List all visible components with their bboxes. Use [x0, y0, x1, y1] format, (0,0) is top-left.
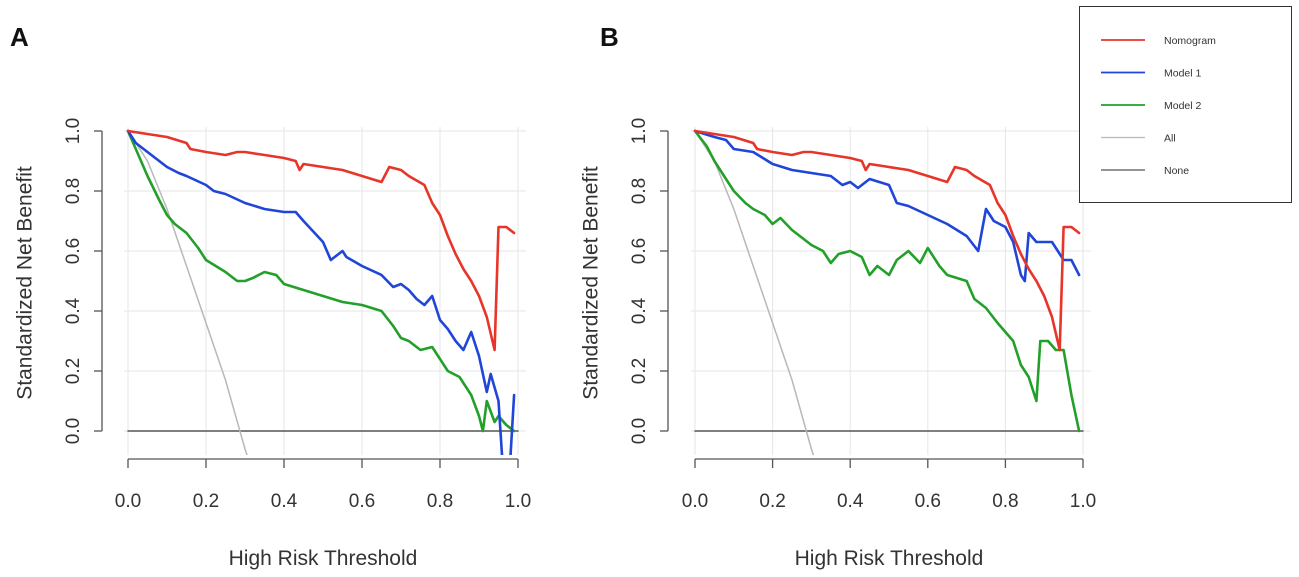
y-axis-title: Standardized Net Benefit — [14, 166, 37, 400]
legend-label-model-2: Model 2 — [1164, 100, 1202, 112]
x-axis-title: High Risk Threshold — [795, 547, 984, 570]
y-tick-label: 0.2 — [629, 358, 650, 384]
y-tick-label: 0.6 — [629, 238, 650, 264]
series-line-all — [127, 130, 248, 455]
panel-b: B 0.0 0.2 0.4 0.6 0.8 1.0 0.0 0.2 0.4 0.6 0.8 1.0 Hig… — [580, 22, 1097, 570]
x-tick-label: 0.8 — [992, 491, 1018, 512]
y-tick-label: 0.2 — [63, 358, 84, 384]
y-tick-label: 0.0 — [629, 418, 650, 444]
x-tick-label: 0.0 — [115, 491, 141, 512]
x-tick-label: 0.4 — [837, 491, 864, 512]
x-tick-label: 0.8 — [427, 491, 453, 512]
series-group — [693, 129, 1084, 455]
x-tick-label: 0.2 — [759, 491, 785, 512]
x-tick-label: 0.6 — [915, 491, 941, 512]
x-tick-label: 0.4 — [271, 491, 298, 512]
y-tick-label: 0.8 — [63, 178, 84, 204]
series-group — [126, 129, 519, 455]
legend-label-nomogram: Nomogram — [1164, 35, 1216, 47]
y-tick-label: 0.4 — [629, 297, 650, 324]
y-tick-label: 0.6 — [63, 238, 84, 264]
legend-label-model-1: Model 1 — [1164, 68, 1202, 80]
x-tick-label: 0.6 — [349, 491, 375, 512]
x-tick-label: 0.0 — [682, 491, 708, 512]
series-line-model-1 — [126, 129, 516, 455]
series-line-model-2 — [126, 129, 516, 433]
legend: Nomogram Model 1 Model 2 All None — [1079, 6, 1292, 203]
y-tick-label: 0.0 — [63, 418, 84, 444]
x-tick-label: 1.0 — [1070, 491, 1096, 512]
legend-label-all: All — [1164, 133, 1176, 145]
series-line-model-2 — [693, 129, 1081, 433]
panel-letter: B — [600, 22, 619, 52]
panel-letter: A — [10, 22, 29, 52]
x-tick-label: 0.2 — [193, 491, 219, 512]
y-tick-label: 1.0 — [629, 118, 650, 144]
series-line-model-1 — [693, 129, 1081, 283]
y-tick-label: 0.8 — [629, 178, 650, 204]
panel-a: A 0.0 0.2 0.4 0.6 0.8 1.0 0.0 0.2 0.4 0.6 0.8 1.0 Hig… — [10, 22, 531, 570]
x-axis-title: High Risk Threshold — [229, 547, 418, 570]
y-tick-label: 0.4 — [63, 297, 84, 324]
series-line-nomogram — [693, 129, 1081, 352]
x-tick-label: 1.0 — [505, 491, 531, 512]
series-line-all — [694, 130, 815, 455]
series-line-nomogram — [126, 129, 516, 352]
y-axis-title: Standardized Net Benefit — [580, 166, 603, 400]
legend-label-none: None — [1164, 165, 1189, 177]
y-tick-label: 1.0 — [63, 118, 84, 144]
